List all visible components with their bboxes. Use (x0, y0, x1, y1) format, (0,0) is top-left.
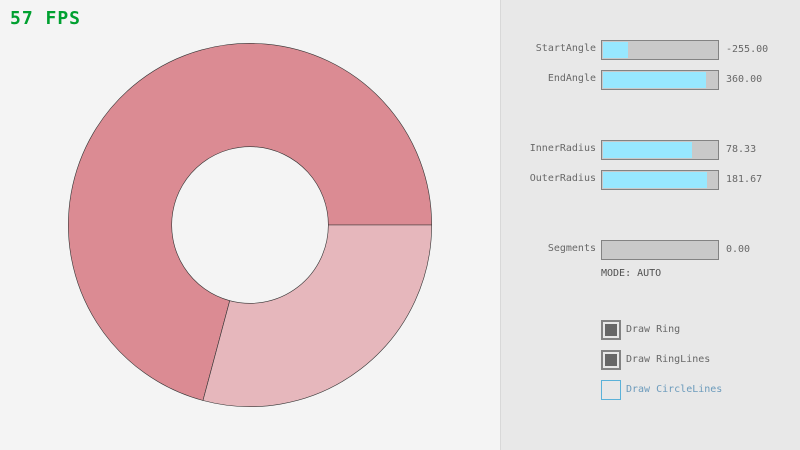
checkbox-box[interactable] (601, 350, 621, 370)
slider-value: 181.67 (726, 174, 763, 185)
slider-label: OuterRadius (529, 173, 596, 184)
slider-end-angle[interactable]: EndAngle 360.00 (501, 70, 800, 90)
checkbox-draw-ring-lines[interactable]: Draw RingLines (601, 350, 800, 370)
checkbox-draw-circle-lines[interactable]: Draw CircleLines (601, 380, 800, 400)
checkbox-draw-ring[interactable]: Draw Ring (601, 320, 800, 340)
checkbox-box[interactable] (601, 380, 621, 400)
ring-segment-single (202, 224, 432, 407)
checkbox-label: Draw Ring (626, 324, 681, 335)
slider-fill (603, 42, 628, 58)
slider-track[interactable] (601, 70, 719, 90)
slider-value: 78.33 (726, 144, 757, 155)
slider-label: InnerRadius (529, 143, 596, 154)
ring-canvas (68, 43, 432, 407)
slider-track[interactable] (601, 140, 719, 160)
checkbox-box[interactable] (601, 320, 621, 340)
slider-value: -255.00 (726, 44, 769, 55)
slider-start-angle[interactable]: StartAngle -255.00 (501, 40, 800, 60)
slider-value: 0.00 (726, 244, 751, 255)
slider-fill (603, 142, 693, 158)
slider-label: StartAngle (535, 43, 596, 54)
checkbox-label: Draw CircleLines (626, 384, 723, 395)
checkbox-label: Draw RingLines (626, 354, 711, 365)
slider-label: Segments (547, 243, 596, 254)
slider-segments[interactable]: Segments 0.00 (501, 240, 800, 260)
slider-track[interactable] (601, 170, 719, 190)
slider-inner-radius[interactable]: InnerRadius 78.33 (501, 140, 800, 160)
slider-track[interactable] (601, 240, 719, 260)
fps-counter: 57 FPS (10, 8, 82, 29)
slider-track[interactable] (601, 40, 719, 60)
ring-segment-overlap (68, 43, 432, 401)
slider-fill (603, 72, 706, 88)
controls-panel: StartAngle -255.00 EndAngle 360.00 Inner… (500, 0, 800, 450)
mode-label: MODE: AUTO (601, 268, 662, 279)
slider-outer-radius[interactable]: OuterRadius 181.67 (501, 170, 800, 190)
slider-value: 360.00 (726, 74, 763, 85)
slider-fill (603, 172, 707, 188)
slider-label: EndAngle (547, 73, 596, 84)
